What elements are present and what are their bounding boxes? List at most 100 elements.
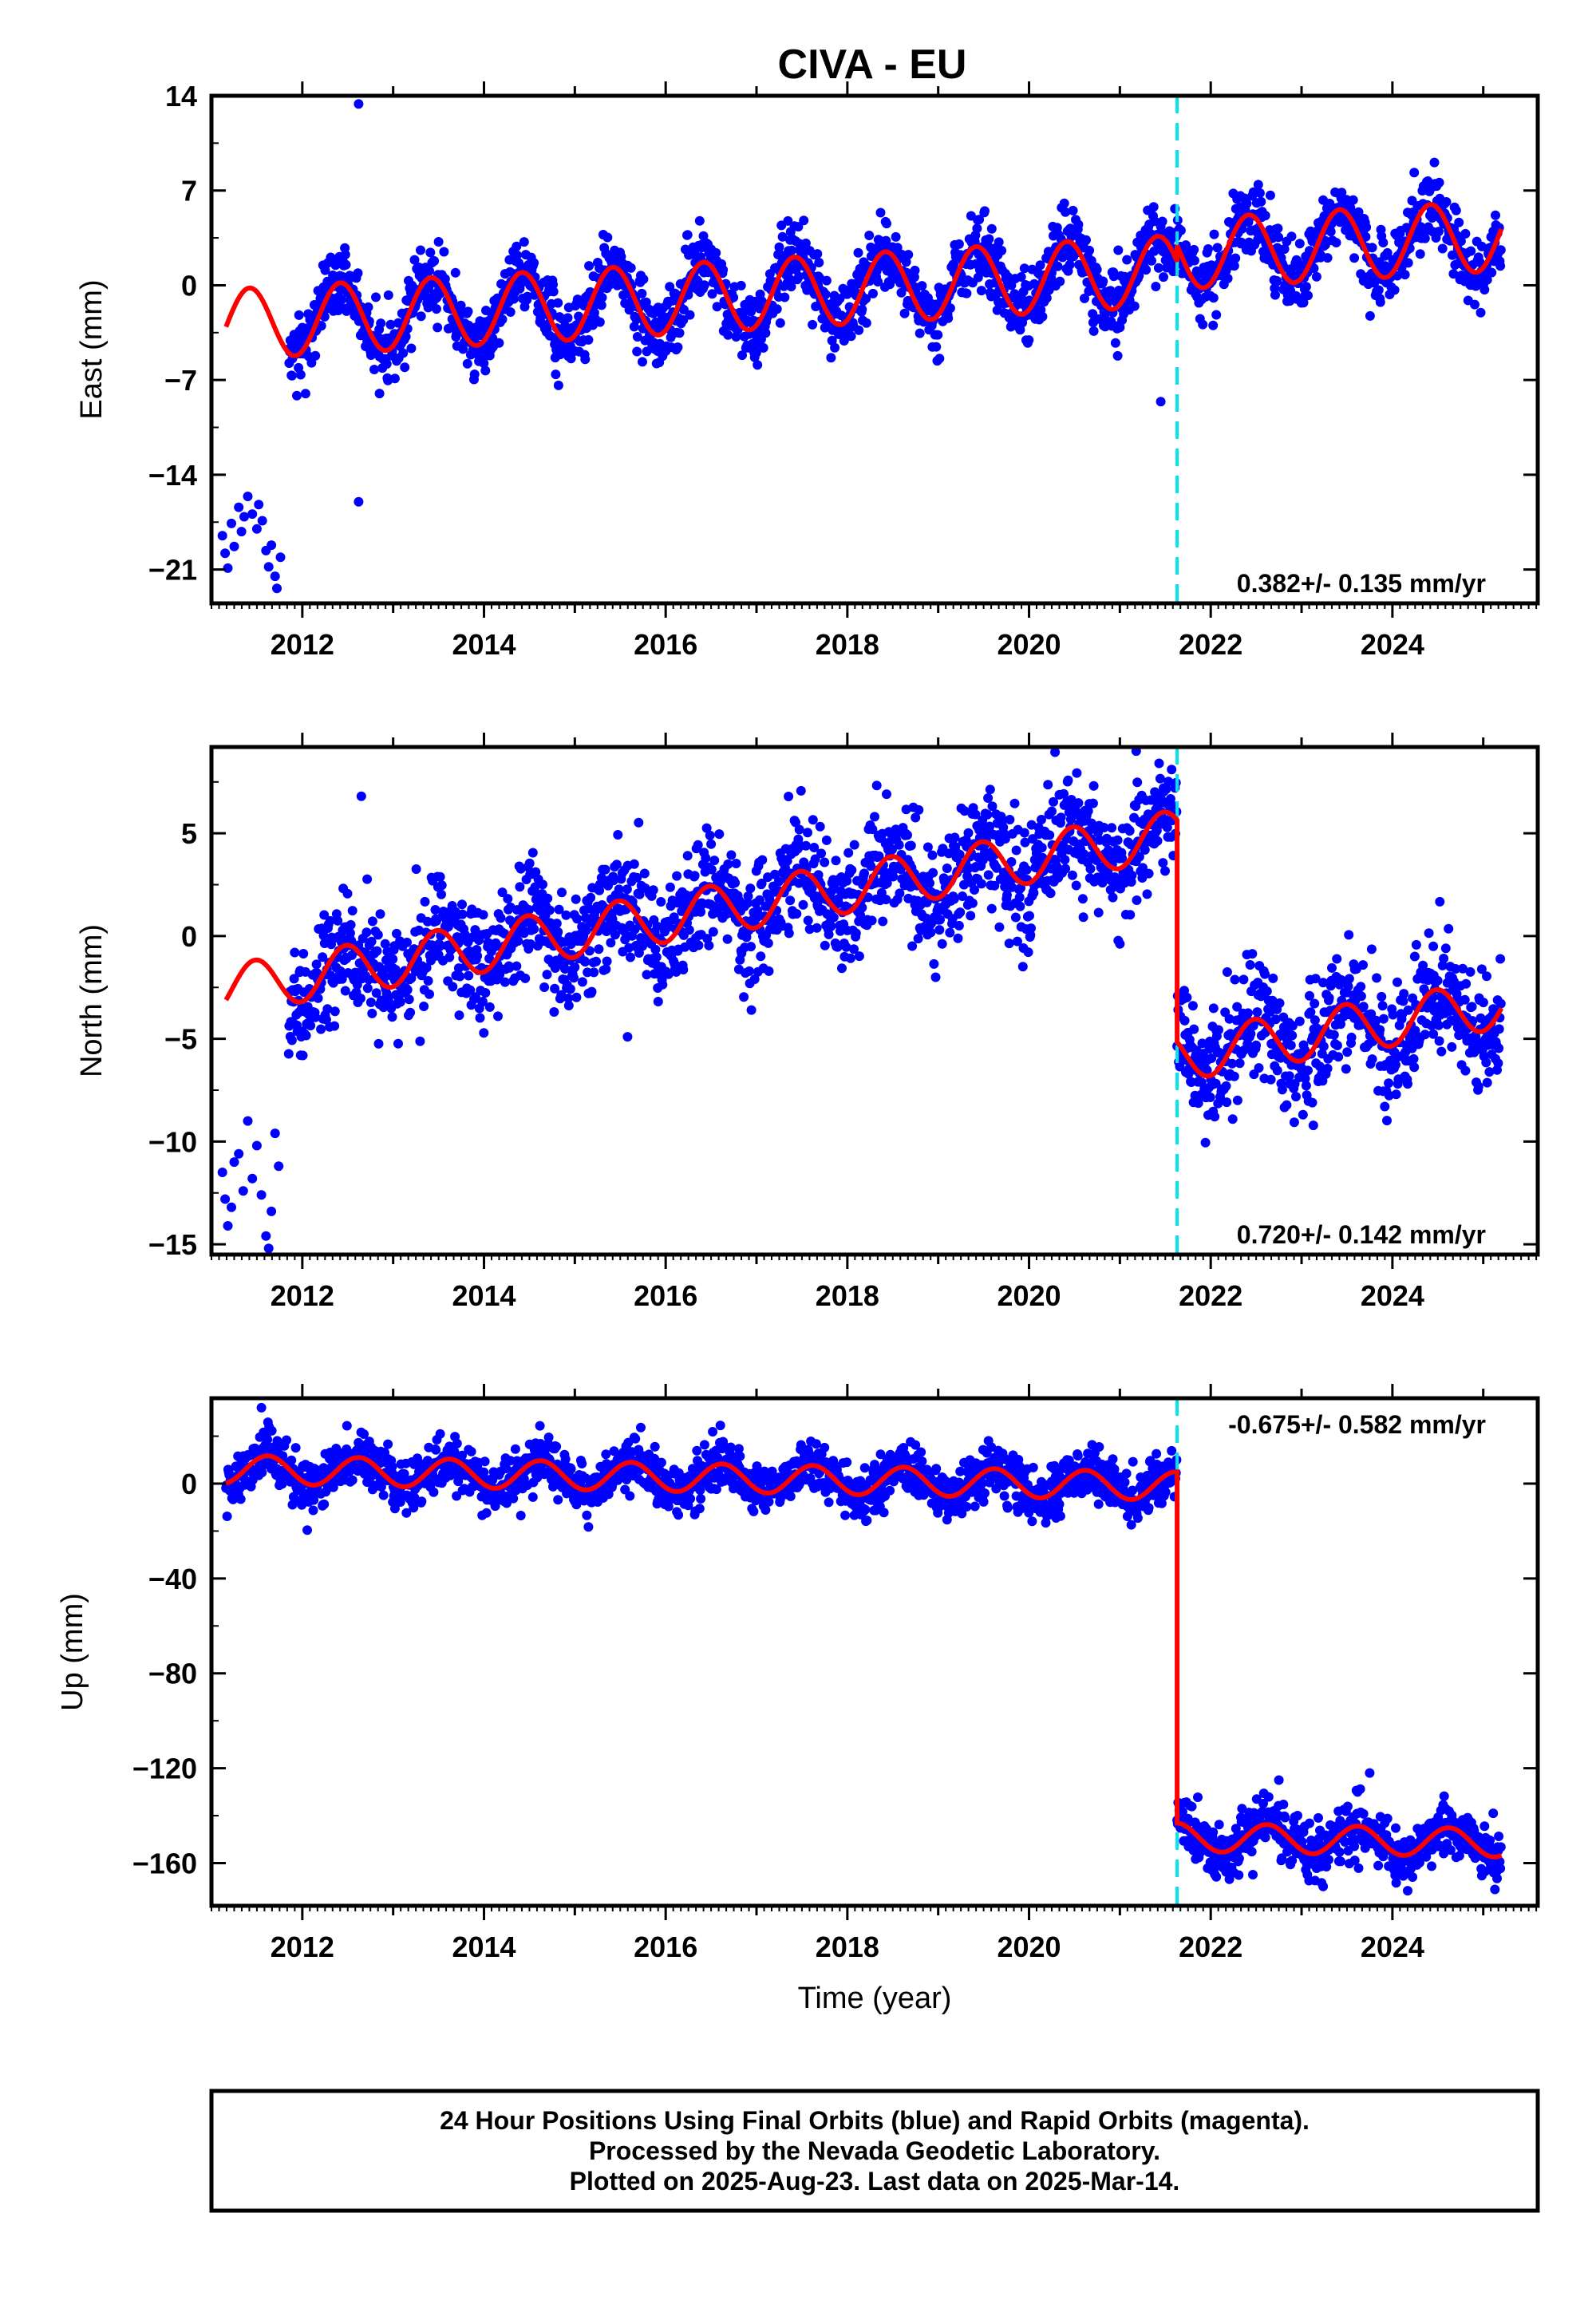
east-data-point	[694, 215, 705, 226]
east-data-point	[974, 215, 985, 225]
north-data-point	[1286, 1040, 1296, 1050]
north-data-point	[1230, 974, 1240, 985]
east-outlier-point	[236, 527, 247, 537]
north-data-point	[1409, 1062, 1420, 1073]
east-data-point	[433, 237, 444, 247]
east-data-point	[758, 342, 768, 353]
east-data-point	[300, 389, 310, 399]
east-data-point	[875, 207, 886, 218]
east-data-point	[857, 304, 867, 314]
north-outlier-point	[227, 1202, 236, 1212]
north-data-point	[1127, 870, 1137, 880]
north-data-point	[1152, 836, 1163, 846]
north-data-point	[1289, 1117, 1299, 1128]
east-data-point	[933, 330, 943, 340]
north-data-point	[491, 938, 501, 948]
north-data-point	[430, 905, 440, 915]
east-outlier-point	[227, 518, 236, 528]
north-data-point	[298, 949, 309, 958]
east-data-point	[873, 277, 883, 287]
north-data-point	[372, 946, 382, 956]
east-data-point	[1403, 258, 1413, 268]
east-data-point	[340, 250, 350, 259]
east-data-point	[772, 304, 782, 314]
north-data-point	[648, 885, 658, 895]
east-data-point	[864, 231, 875, 240]
north-data-point	[571, 992, 582, 1002]
east-data-point	[479, 358, 489, 369]
north-data-point	[867, 915, 877, 926]
north-data-point	[1408, 1053, 1419, 1064]
north-data-point	[925, 878, 934, 888]
north-data-point	[1310, 998, 1320, 1009]
east-data-point	[910, 265, 920, 275]
north-data-point	[826, 921, 836, 931]
east-data-point	[986, 223, 997, 234]
north-data-point	[665, 882, 675, 892]
east-data-point	[800, 238, 811, 248]
north-data-point	[587, 986, 597, 997]
east-data-point	[1129, 301, 1140, 311]
east-data-point	[854, 325, 864, 335]
north-data-point	[859, 868, 869, 879]
north-data-point	[1182, 992, 1192, 1002]
east-data-point	[439, 247, 449, 257]
north-outlier-point	[1428, 941, 1439, 951]
east-data-point	[1491, 210, 1500, 220]
north-data-point	[1327, 962, 1337, 973]
east-data-point	[707, 289, 717, 299]
east-data-point	[945, 303, 955, 314]
north-data-point	[586, 892, 596, 903]
east-data-point	[1437, 243, 1448, 254]
north-data-point	[1303, 1065, 1313, 1076]
north-data-point	[1318, 1041, 1329, 1052]
east-data-point	[777, 231, 788, 242]
north-data-point	[1235, 1058, 1245, 1069]
north-data-point	[1420, 1030, 1430, 1040]
north-outlier-point	[261, 1231, 271, 1241]
north-data-point	[1005, 815, 1015, 824]
east-data-point	[1052, 223, 1062, 233]
east-data-point	[949, 259, 958, 270]
north-data-point	[1268, 973, 1278, 983]
north-data-point	[1375, 1025, 1385, 1035]
east-data-point	[1272, 275, 1282, 286]
east-data-point	[512, 241, 522, 251]
north-data-point	[934, 925, 945, 935]
east-data-point	[812, 249, 823, 259]
north-data-point	[1144, 868, 1154, 879]
north-data-point	[373, 1038, 384, 1049]
east-data-point	[1256, 196, 1266, 207]
north-data-point	[730, 878, 741, 888]
north-y-tick-label: −5	[164, 1023, 197, 1056]
north-data-point	[895, 888, 905, 899]
east-data-point	[699, 280, 709, 290]
north-data-point	[1277, 1085, 1287, 1095]
east-data-point	[1084, 245, 1095, 255]
east-data-point	[1331, 238, 1341, 247]
east-data-point	[294, 310, 304, 320]
north-data-point	[1388, 1010, 1398, 1020]
east-data-point	[861, 318, 871, 328]
east-data-point	[548, 279, 558, 290]
north-data-point	[1205, 1093, 1215, 1102]
north-data-point	[1494, 1024, 1504, 1034]
east-data-point	[1348, 195, 1358, 205]
north-data-point	[415, 1036, 425, 1046]
east-rate-label: 0.382+/- 0.135 mm/yr	[1237, 569, 1486, 598]
north-data-point	[1377, 991, 1387, 1002]
north-data-point	[1077, 894, 1088, 904]
east-data-point	[363, 302, 373, 312]
north-data-point	[847, 865, 857, 875]
north-data-point	[1301, 1081, 1311, 1091]
north-data-point	[1384, 1078, 1394, 1089]
east-data-point	[1112, 350, 1123, 361]
east-x-tick-label: 2018	[816, 628, 879, 661]
north-data-point	[437, 889, 446, 899]
north-x-tick-label: 2018	[816, 1279, 879, 1312]
east-x-tick-label: 2014	[452, 628, 516, 661]
east-data-point	[1476, 307, 1486, 318]
east-data-point	[1055, 276, 1065, 287]
north-data-point	[983, 793, 994, 803]
north-data-point	[784, 928, 794, 939]
